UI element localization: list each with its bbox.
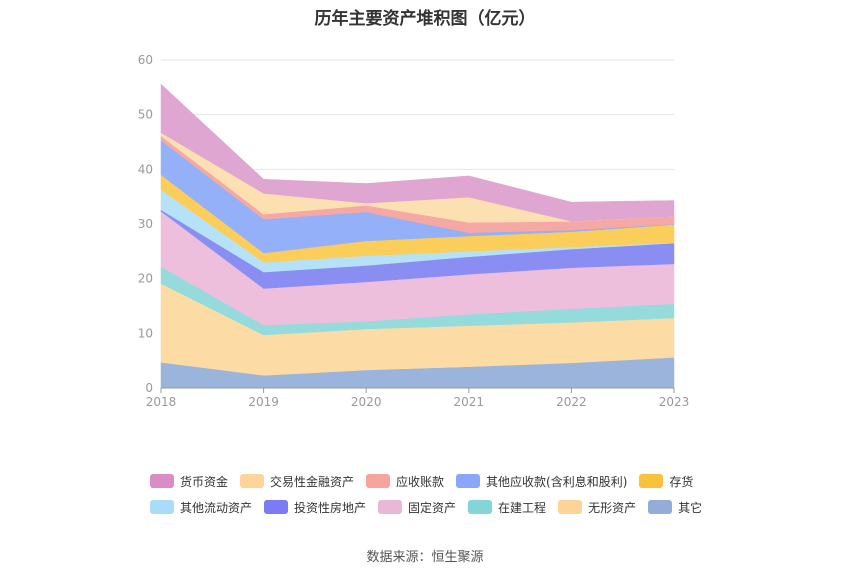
legend-item[interactable]: 其他应收款(含利息和股利): [456, 473, 627, 490]
legend-swatch: [468, 500, 493, 514]
legend-label: 无形资产: [588, 500, 637, 515]
legend-label: 交易性金融资产: [270, 474, 355, 489]
legend-item[interactable]: 在建工程: [468, 499, 546, 516]
stacked-area-chart: 0 10 20 30 40 50 60 2018 2019 2020 2021 2022 2023: [138, 53, 690, 409]
legend-item[interactable]: 应收账款: [366, 473, 444, 490]
y-tick-label: 20: [138, 272, 153, 286]
legend-label: 应收账款: [396, 474, 445, 489]
data-source-label: 数据来源：恒生聚源: [366, 550, 484, 565]
legend-swatch: [366, 474, 391, 488]
area-series: [160, 83, 675, 222]
legend-item[interactable]: 其它: [648, 499, 702, 516]
x-tick-label: 2019: [248, 395, 279, 409]
x-tick-label: 2023: [659, 395, 690, 409]
x-tick-label: 2020: [351, 395, 382, 409]
legend-label: 投资性房地产: [294, 500, 367, 515]
legend-label: 其他流动资产: [180, 500, 253, 515]
x-tick-label: 2022: [556, 395, 587, 409]
legend-label: 其它: [678, 500, 703, 515]
y-tick-label: 30: [138, 217, 153, 231]
legend-row: 货币资金 交易性金融资产 应收账款 其他应收款(含利息和股利) 存货: [150, 468, 730, 494]
legend-item[interactable]: 存货: [639, 473, 693, 490]
y-tick-label: 40: [138, 162, 153, 176]
legend-swatch: [150, 500, 174, 514]
y-tick-label: 60: [138, 53, 153, 67]
legend-label: 货币资金: [180, 474, 229, 489]
legend-row: 其他流动资产 投资性房地产 固定资产 在建工程 无形资产 其它: [150, 494, 730, 520]
legend-item[interactable]: 无形资产: [558, 499, 636, 516]
chart-legend: 货币资金 交易性金融资产 应收账款 其他应收款(含利息和股利) 存货其他流动资产 投资性房…: [150, 468, 730, 520]
legend-swatch: [150, 474, 174, 488]
legend-swatch: [648, 500, 673, 514]
legend-swatch: [456, 474, 481, 488]
legend-item[interactable]: 固定资产: [378, 499, 456, 516]
legend-label: 在建工程: [498, 500, 547, 515]
y-tick-label: 0: [145, 381, 153, 395]
legend-label: 存货: [669, 474, 694, 489]
x-tick-label: 2021: [454, 395, 485, 409]
legend-swatch: [378, 500, 403, 514]
x-tick-label: 2018: [146, 395, 177, 409]
legend-item[interactable]: 投资性房地产: [264, 499, 366, 516]
legend-item[interactable]: 其他流动资产: [150, 499, 252, 516]
legend-swatch: [639, 474, 664, 488]
legend-swatch: [558, 500, 583, 514]
legend-label: 其他应收款(含利息和股利): [486, 474, 628, 489]
legend-swatch: [264, 500, 289, 514]
y-tick-label: 10: [138, 326, 153, 340]
y-tick-label: 50: [138, 108, 153, 122]
legend-label: 固定资产: [408, 500, 457, 515]
legend-item[interactable]: 货币资金: [150, 473, 228, 490]
legend-item[interactable]: 交易性金融资产: [240, 473, 354, 490]
legend-swatch: [240, 474, 265, 488]
chart-title: 历年主要资产堆积图（亿元）: [314, 9, 536, 29]
